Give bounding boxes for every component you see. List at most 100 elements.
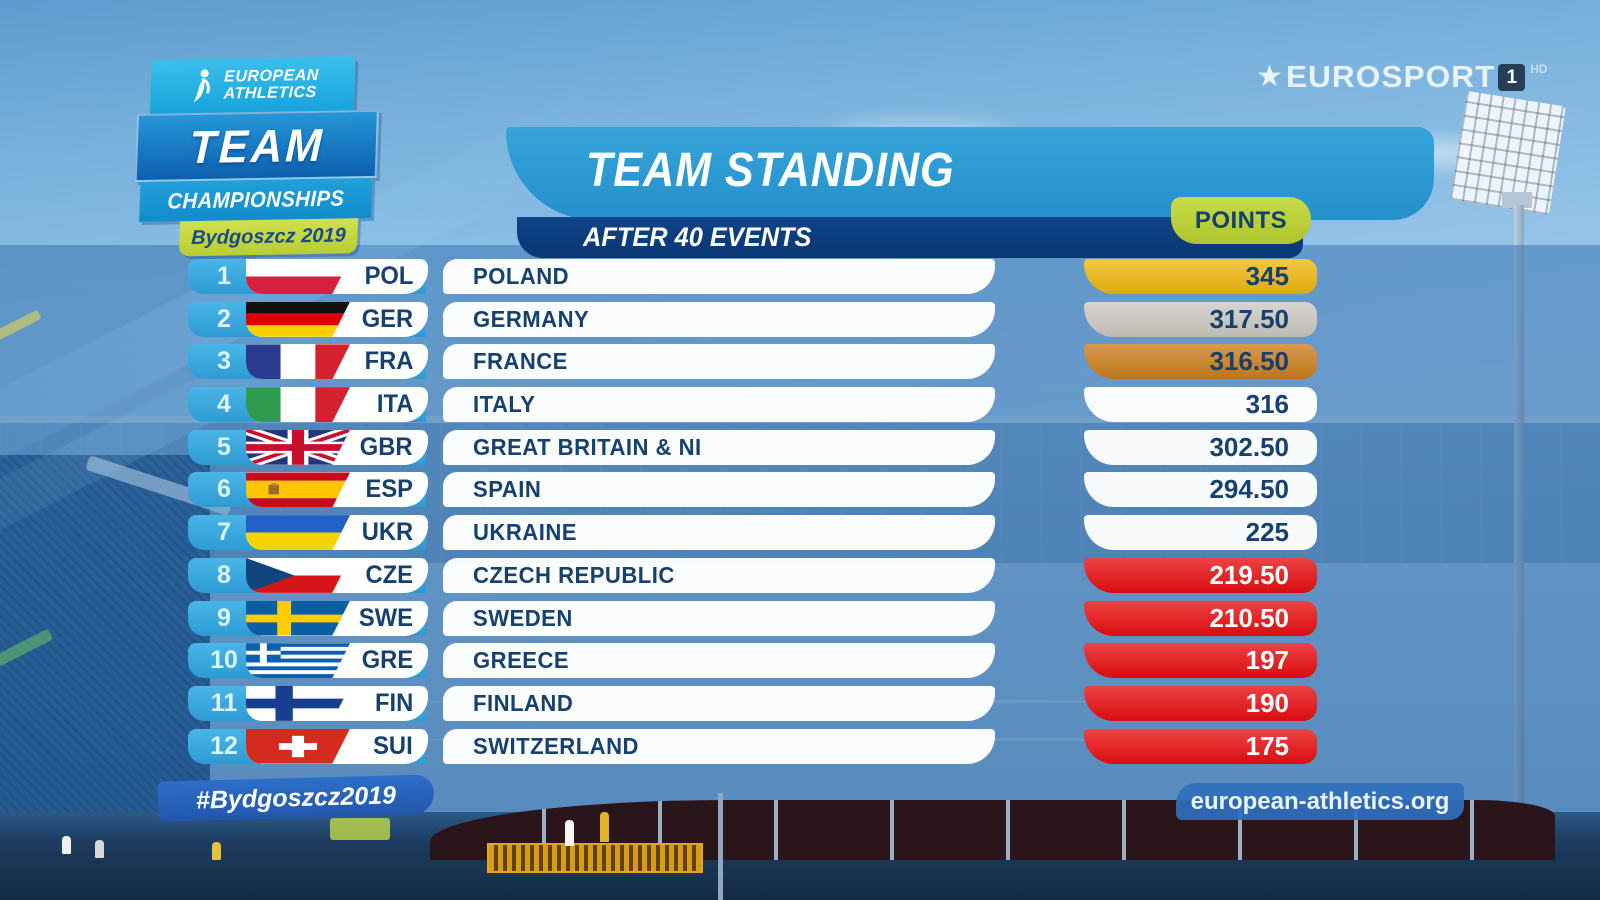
standings-row: 3 FRA FRANCE 316.50 (188, 344, 1318, 380)
country-name: GREECE (473, 647, 570, 674)
rank-number: 1 (217, 262, 231, 290)
country-code: ITA (376, 390, 413, 419)
flag-ukr-icon (246, 515, 350, 551)
event-logo-subtitle-band: CHAMPIONSHIPS (139, 177, 373, 223)
country-code: SWE (358, 603, 413, 632)
rank-number: 7 (217, 518, 231, 547)
rank-number: 9 (217, 603, 231, 632)
country-code-pill: SWE (246, 600, 428, 636)
event-logo-edition-band: Bydgoszcz 2019 (178, 218, 359, 257)
event-logo-org-line2: ATHLETICS (223, 83, 317, 103)
country-code-pill: FIN (246, 685, 428, 721)
eurosport-logo: ★ EUROSPORT 1 HD (1256, 58, 1548, 96)
country-code-pill: ESP (246, 472, 428, 508)
rank-number: 11 (210, 688, 238, 717)
event-logo-org: EUROPEAN ATHLETICS (223, 67, 319, 103)
country-name-pill: FRANCE (443, 344, 995, 380)
standings-row: 12 SUI SWITZERLAND 175 (188, 728, 1318, 764)
signage (330, 818, 390, 840)
standings-row: 1 POL POLAND 345 (188, 259, 1318, 294)
points-value: 317.50 (1209, 303, 1289, 334)
flag-gbr-icon (246, 429, 350, 465)
country-name: SWITZERLAND (473, 732, 639, 759)
points-pill: 210.50 (1084, 600, 1317, 636)
pole (718, 793, 723, 900)
country-code: SUI (373, 731, 413, 760)
country-code-pill: ITA (246, 387, 428, 423)
country-name-pill: FINLAND (443, 685, 995, 721)
standings-row: 5 GBR GREAT BRITAIN & NI 302.50 (188, 429, 1318, 465)
flag-fin-icon (246, 685, 350, 721)
rank-number: 6 (217, 475, 231, 504)
country-code: GER (361, 304, 413, 333)
country-name-pill: CZECH REPUBLIC (443, 557, 995, 593)
spectator (212, 842, 221, 860)
standings-row: 7 UKR UKRAINE 225 (188, 515, 1318, 551)
spectator (600, 812, 609, 842)
eurosport-wordmark: EUROSPORT (1285, 59, 1496, 94)
points-pill: 225 (1084, 515, 1317, 551)
country-name: GREAT BRITAIN & NI (473, 433, 702, 460)
points-value: 316.50 (1209, 346, 1289, 377)
points-pill: 190 (1084, 685, 1317, 721)
country-name: POLAND (473, 263, 570, 289)
flag-swe-icon (246, 600, 350, 636)
event-logo-org-band: EUROPEAN ATHLETICS (149, 56, 356, 114)
points-value: 294.50 (1209, 474, 1289, 505)
flag-fra-icon (246, 344, 350, 380)
country-code: FRA (364, 347, 413, 376)
flag-cze-icon (246, 557, 350, 593)
rank-number: 3 (217, 347, 231, 376)
flag-ger-icon (246, 301, 350, 337)
flag-gre-icon (246, 643, 350, 679)
country-name-pill: ITALY (443, 387, 995, 423)
country-code-pill: CZE (246, 557, 428, 593)
website-text: european-athletics.org (1190, 787, 1450, 815)
points-value: 197 (1245, 645, 1289, 676)
points-value: 316 (1245, 389, 1289, 420)
country-name-pill: GERMANY (443, 301, 995, 337)
eurosport-star-icon: ★ (1256, 60, 1283, 93)
points-value: 210.50 (1209, 602, 1289, 633)
flag-sui-icon (246, 728, 350, 764)
hashtag-bar: #Bydgoszcz2019 (157, 774, 435, 822)
channel-number-badge: 1 (1498, 64, 1526, 91)
points-value: 302.50 (1209, 431, 1289, 462)
points-pill: 219.50 (1084, 557, 1317, 593)
event-logo-edition: Bydgoszcz 2019 (190, 224, 347, 250)
event-logo-title: TEAM (188, 118, 326, 174)
points-pill: 197 (1084, 643, 1317, 679)
country-name-pill: UKRAINE (443, 515, 995, 551)
points-value: 190 (1245, 687, 1289, 718)
event-logo-org-line1: EUROPEAN (223, 66, 320, 86)
country-code-pill: SUI (246, 728, 428, 764)
spectator (95, 840, 104, 858)
hd-label: HD (1530, 62, 1548, 76)
country-name: SPAIN (473, 476, 542, 503)
standings-row: 2 GER GERMANY 317.50 (188, 301, 1318, 337)
country-code-pill: GER (246, 301, 428, 337)
points-pill: 316 (1084, 387, 1317, 423)
standings-table: 1 POL POLAND 345 2 GER GERMANY (188, 259, 1318, 771)
country-code-pill: POL (246, 259, 428, 294)
country-code-pill: GBR (246, 429, 428, 465)
standings-row: 11 FIN FINLAND 190 (188, 685, 1318, 721)
country-name-pill: SWITZERLAND (443, 728, 995, 764)
standings-row: 10 GRE GREECE 197 (188, 643, 1318, 679)
country-code: FIN (374, 688, 413, 717)
points-value: 225 (1245, 517, 1289, 548)
country-code-pill: FRA (246, 344, 428, 380)
event-logo: EUROPEAN ATHLETICS TEAM CHAMPIONSHIPS By… (134, 56, 379, 257)
points-pill: 294.50 (1084, 472, 1317, 508)
flag-ita-icon (246, 387, 350, 423)
country-name-pill: GREECE (443, 643, 995, 679)
page-title: TEAM STANDING (586, 144, 955, 197)
hashtag-text: #Bydgoszcz2019 (195, 780, 397, 815)
barrier-fence (487, 843, 703, 873)
points-pill: 302.50 (1084, 429, 1317, 465)
flag-pol-icon (246, 259, 350, 294)
standings-row: 8 CZE CZECH REPUBLIC 219.50 (188, 557, 1318, 593)
header-subtitle: AFTER 40 EVENTS (583, 222, 812, 252)
points-pill: 317.50 (1084, 301, 1317, 337)
